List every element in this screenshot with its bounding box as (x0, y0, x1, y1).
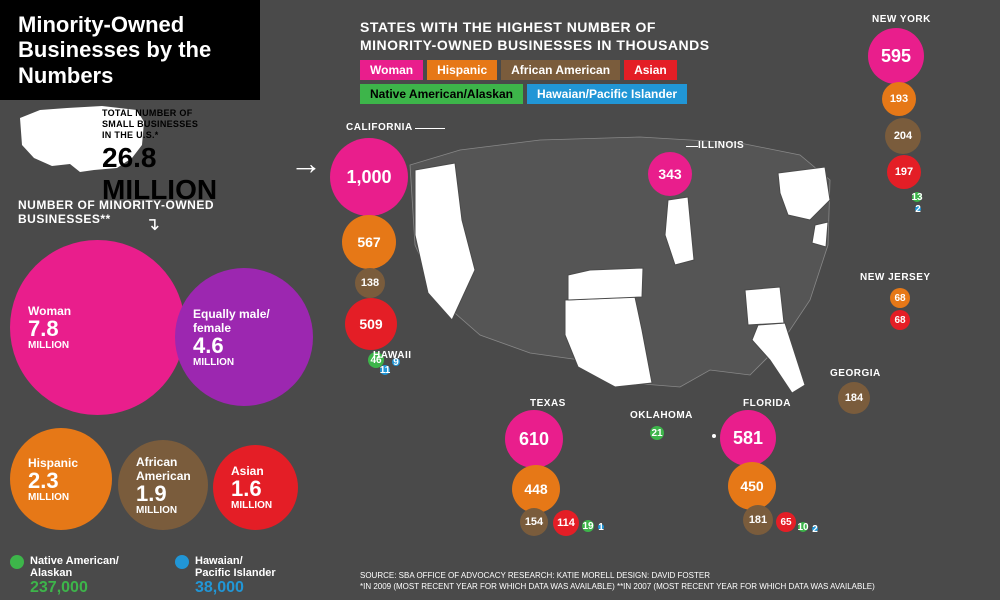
data-circle: 193 (882, 82, 916, 116)
data-circle: 448 (512, 465, 560, 513)
map-area: CALIFORNIA1,000567138509469HAWAII11TEXAS… (360, 100, 990, 540)
footer-notes: *IN 2009 (MOST RECENT YEAR FOR WHICH DAT… (360, 581, 875, 592)
data-circle: 184 (838, 382, 870, 414)
state-label: NEW JERSEY (860, 272, 931, 283)
tiny-legend: Native American/ Alaskan237,000 (10, 555, 119, 597)
title-block: Minority-Owned Businesses by the Numbers (0, 0, 260, 100)
data-circle: 567 (342, 215, 396, 269)
bubble: Woman7.8MILLION (10, 240, 185, 415)
data-circle: 21 (650, 426, 664, 440)
data-circle: 10 (798, 522, 808, 532)
data-circle: 204 (885, 118, 921, 154)
us-map-icon (380, 125, 850, 395)
bubble: Hispanic2.3MILLION (10, 428, 112, 530)
bubble: Asian1.6MILLION (213, 445, 298, 530)
data-circle: 581 (720, 410, 776, 466)
bubble-chart: Woman7.8MILLIONEqually male/ female4.6MI… (10, 210, 350, 590)
legend-item: Woman (360, 60, 423, 80)
map-subtitle: STATES WITH THE HIGHEST NUMBER OF MINORI… (360, 18, 710, 54)
bubble: African American1.9MILLION (118, 440, 208, 530)
data-circle: 610 (505, 410, 563, 468)
main-title: Minority-Owned Businesses by the Numbers (18, 12, 242, 88)
footer-source: SOURCE: SBA OFFICE OF ADVOCACY RESEARCH:… (360, 570, 875, 581)
state-label: TEXAS (530, 398, 566, 409)
data-circle: 11 (380, 365, 390, 375)
data-circle: 343 (648, 152, 692, 196)
state-label: NEW YORK (872, 14, 931, 25)
data-circle: 114 (553, 510, 579, 536)
legend-item: African American (501, 60, 620, 80)
data-circle: 1,000 (330, 138, 408, 216)
total-label: TOTAL NUMBER OF SMALL BUSINESSES IN THE … (102, 108, 257, 140)
data-circle: 197 (887, 155, 921, 189)
legend-item: Asian (624, 60, 677, 80)
legend-item: Hispanic (427, 60, 497, 80)
data-circle: 19 (582, 520, 594, 532)
total-value: 26.8 MILLION (102, 142, 257, 206)
data-circle: 68 (890, 310, 910, 330)
data-circle: 154 (520, 508, 548, 536)
data-circle: 2 (915, 206, 921, 212)
data-circle: 13 (912, 192, 922, 202)
state-label: FLORIDA (743, 398, 791, 409)
data-circle: 138 (355, 268, 385, 298)
data-circle: 65 (776, 512, 796, 532)
state-label: ILLINOIS (698, 140, 744, 151)
data-circle: 450 (728, 462, 776, 510)
data-circle: 1 (598, 524, 604, 530)
state-label: OKLAHOMA (630, 410, 693, 421)
bubble: Equally male/ female4.6MILLION (175, 268, 313, 406)
state-label: CALIFORNIA (346, 122, 413, 133)
total-box: TOTAL NUMBER OF SMALL BUSINESSES IN THE … (102, 108, 257, 206)
legend: WomanHispanicAfrican AmericanAsianNative… (360, 60, 780, 104)
arrow-icon: → (290, 145, 322, 182)
footer: SOURCE: SBA OFFICE OF ADVOCACY RESEARCH:… (360, 570, 875, 592)
data-circle: 509 (345, 298, 397, 350)
tiny-legend: Hawaian/ Pacific Islander38,000 (175, 555, 276, 597)
data-circle: 181 (743, 505, 773, 535)
data-circle: 68 (890, 288, 910, 308)
state-label: HAWAII (373, 350, 412, 361)
data-circle: 2 (812, 526, 818, 532)
state-label: GEORGIA (830, 368, 881, 379)
data-circle: 595 (868, 28, 924, 84)
